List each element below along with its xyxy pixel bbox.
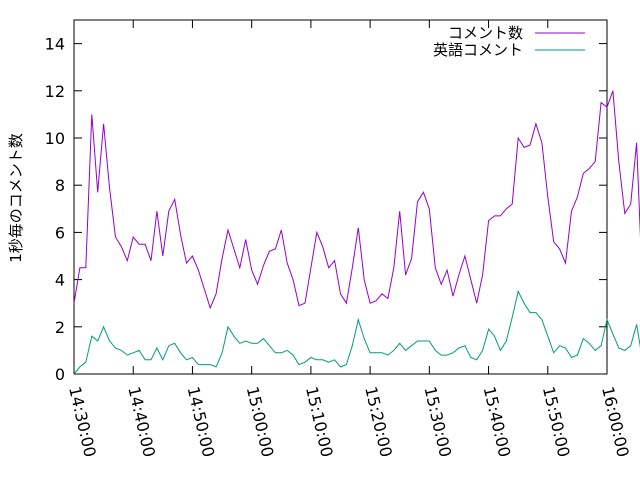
y-tick-label: 14 (45, 35, 65, 54)
x-axis-ticks: 14:30:00 14:40:00 14:50:00 15:00:00 15:10:00… (65, 20, 633, 459)
series-lines (73, 90, 640, 375)
y-tick-label: 2 (55, 318, 65, 337)
legend-label-1: コメント数 (448, 24, 523, 42)
x-tick-label: 14:40:00 (124, 385, 159, 459)
y-tick-label: 0 (55, 365, 65, 384)
series-line-1 (73, 90, 640, 310)
x-tick-label: 14:50:00 (184, 385, 219, 459)
x-tick-label: 14:30:00 (65, 385, 100, 459)
y-axis-label: 1秒毎のコメント数 (7, 133, 25, 263)
y-tick-label: 12 (45, 82, 65, 101)
x-tick-label: 15:40:00 (480, 385, 515, 459)
plot-border (73, 19, 608, 375)
legend-label-2: 英語コメント (433, 41, 523, 59)
x-tick-label: 15:20:00 (361, 385, 396, 459)
x-tick-label: 15:30:00 (420, 385, 455, 459)
y-axis-ticks: 0 2 4 6 8 10 12 14 (45, 35, 607, 384)
plot-frame (73, 19, 608, 375)
x-tick-label: 15:00:00 (243, 385, 278, 459)
y-tick-label: 6 (55, 223, 65, 242)
y-tick-label: 8 (55, 176, 65, 195)
x-tick-label: 16:00:00 (598, 385, 633, 459)
x-tick-label: 15:50:00 (539, 385, 574, 459)
y-tick-label: 4 (55, 271, 65, 290)
y-tick-label: 10 (45, 129, 65, 148)
x-tick-label: 15:10:00 (302, 385, 337, 459)
series-line-2 (73, 289, 640, 375)
